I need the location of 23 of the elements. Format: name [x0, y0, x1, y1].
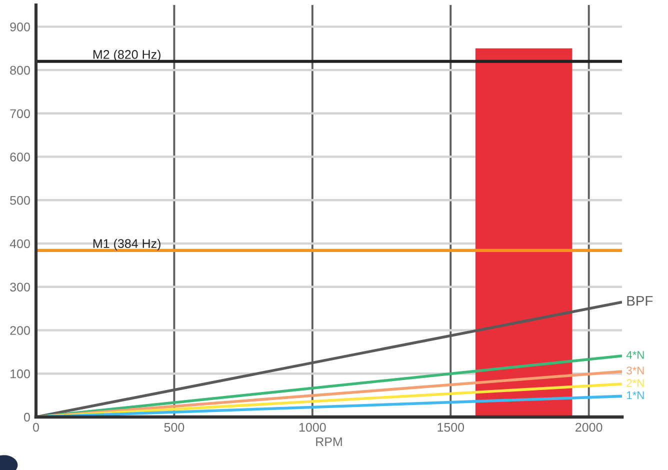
y-tick-label: 300	[10, 282, 30, 292]
series-label: 1*N	[627, 391, 644, 400]
y-tick-label: 500	[10, 196, 30, 205]
x-tick-label: 1500	[438, 422, 464, 432]
y-tick-label: 600	[10, 152, 30, 162]
x-tick-label: 500	[164, 422, 184, 432]
x-tick-label: 2000	[576, 422, 602, 432]
ref-line-label: M2 (820 Hz)	[93, 50, 160, 62]
x-axis-title: RPM	[316, 437, 342, 446]
y-tick-label: 200	[10, 326, 30, 335]
y-tick-label: 100	[10, 369, 30, 378]
y-tick-label: 900	[10, 22, 30, 32]
series-label: 4*N	[626, 351, 644, 359]
ref-line-label: M1 (384 Hz)	[93, 238, 160, 250]
y-tick-label: 0	[24, 412, 30, 422]
x-tick-label: 1000	[299, 422, 326, 432]
series-label: 3*N	[626, 366, 644, 374]
series-label: BPF	[627, 296, 653, 306]
y-tick-label: 400	[10, 239, 30, 248]
y-tick-label: 800	[10, 66, 30, 75]
x-tick-label: 0	[33, 422, 39, 432]
y-tick-label: 700	[10, 109, 30, 118]
series-label: 2*N	[626, 379, 644, 387]
